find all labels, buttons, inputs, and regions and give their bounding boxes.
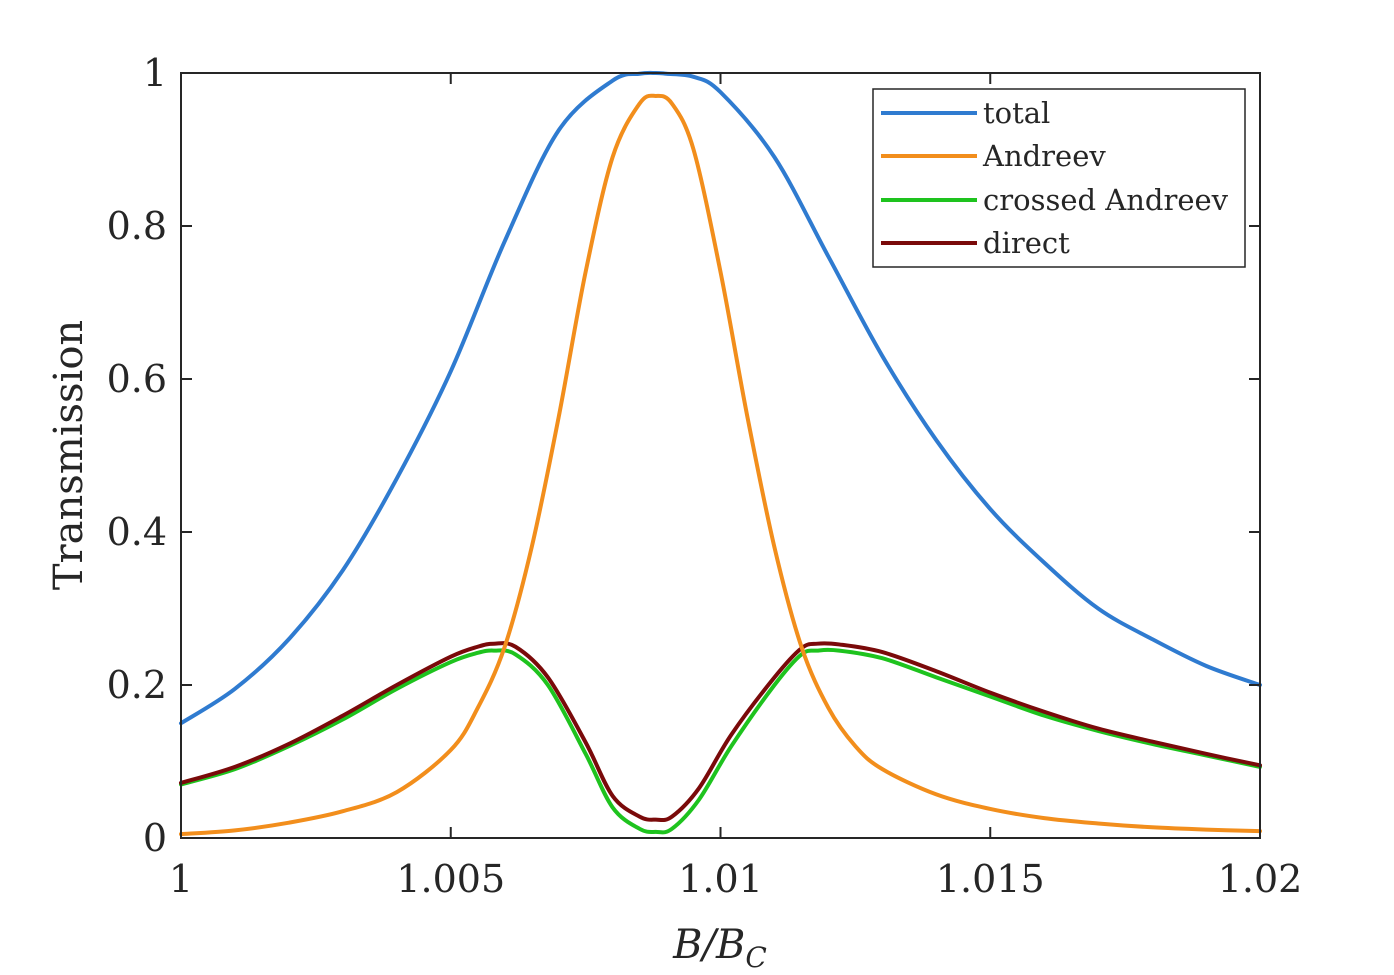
series-line-direct — [179, 641, 1262, 823]
legend-label-direct: direct — [983, 226, 1070, 260]
y-tick-label: 0 — [143, 816, 167, 860]
x-axis-title-subscript: C — [745, 941, 766, 974]
x-axis-title: B/BC — [672, 922, 767, 974]
y-tick-label: 0.4 — [107, 510, 167, 554]
legend: total Andreev crossed Andreev direct — [872, 88, 1246, 268]
x-tick-label: 1.015 — [936, 857, 1045, 901]
legend-label-crossed-andreev: crossed Andreev — [983, 183, 1229, 217]
series-line-andreev — [179, 93, 1262, 837]
y-tick-label: 0.8 — [107, 204, 167, 248]
y-axis-title: Transmission — [46, 320, 92, 590]
y-tick-label: 0.6 — [107, 357, 167, 401]
tick-layer: 1 1.005 1.01 1.015 1.02 0 0.2 0.4 0.6 0.8 1 — [107, 51, 1303, 901]
y-tick-label: 1 — [143, 51, 167, 95]
legend-label-total: total — [983, 96, 1050, 130]
legend-label-andreev: Andreev — [982, 139, 1106, 173]
x-tick-label: 1.02 — [1218, 857, 1303, 901]
x-axis-title-main: B/B — [672, 922, 745, 968]
x-tick-label: 1.01 — [678, 857, 763, 901]
x-tick-label: 1.005 — [396, 857, 505, 901]
series-line-crossed-andreev — [179, 647, 1262, 835]
series-line-total — [179, 70, 1262, 726]
y-tick-label: 0.2 — [107, 663, 167, 707]
x-tick-label: 1 — [169, 857, 193, 901]
legend-box — [872, 88, 1246, 268]
series-layer — [179, 70, 1262, 837]
